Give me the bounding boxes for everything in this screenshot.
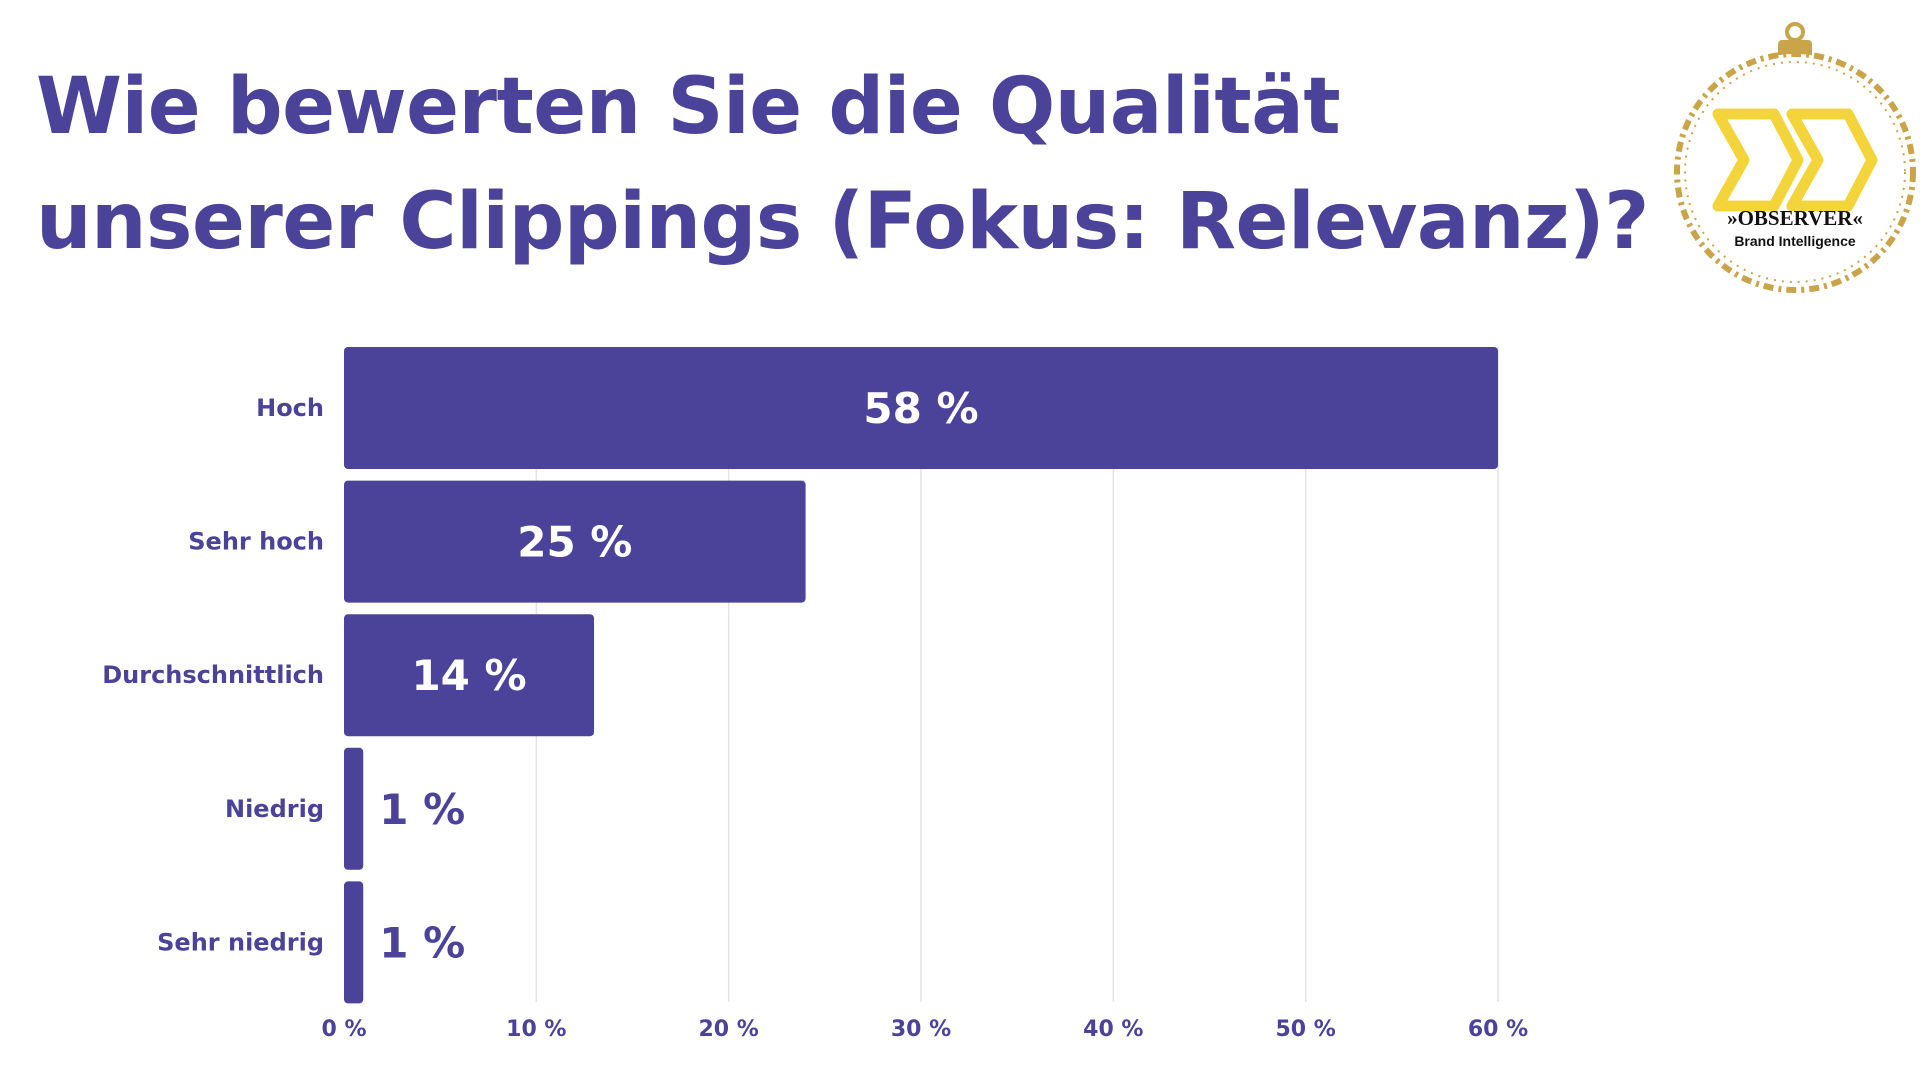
category-label: Hoch (256, 394, 324, 422)
x-tick-label: 0 % (321, 1017, 366, 1042)
x-tick-label: 30 % (891, 1017, 951, 1042)
category-label: Sehr hoch (188, 528, 324, 556)
bars (344, 347, 1498, 1004)
category-label: Sehr niedrig (157, 928, 324, 956)
bar (344, 747, 364, 870)
double-chevron-icon (1712, 108, 1878, 212)
data-labels: 58 % 25 % 14 % 1 % 1 % (379, 384, 978, 967)
chart-title: Wie bewerten Sie die Qualität unserer Cl… (36, 62, 1649, 267)
bar (344, 347, 1498, 469)
x-tick-label: 50 % (1276, 1017, 1336, 1042)
bar (344, 614, 595, 737)
logo-name: »OBSERVER« (1727, 206, 1863, 230)
category-label: Niedrig (225, 795, 324, 823)
data-label: 14 % (411, 651, 526, 700)
data-label: 25 % (517, 518, 632, 567)
category-labels: Hoch Sehr hoch Durchschnittlich Niedrig Sehr… (102, 394, 324, 956)
data-label: 1 % (379, 785, 465, 834)
x-tick-label: 60 % (1468, 1017, 1528, 1042)
bar (344, 881, 364, 1004)
data-label: 58 % (863, 384, 978, 433)
x-axis-ticks: 0 % 10 % 20 % 30 % 40 % 50 % 60 % (321, 1017, 1528, 1042)
logo-tagline: Brand Intelligence (1734, 233, 1856, 249)
data-label: 1 % (379, 918, 465, 967)
x-tick-label: 20 % (699, 1017, 759, 1042)
observer-logo: »OBSERVER« Brand Intelligence (1674, 22, 1916, 293)
x-tick-label: 10 % (506, 1017, 566, 1042)
bar (344, 480, 806, 603)
x-tick-label: 40 % (1083, 1017, 1143, 1042)
category-label: Durchschnittlich (102, 661, 324, 689)
